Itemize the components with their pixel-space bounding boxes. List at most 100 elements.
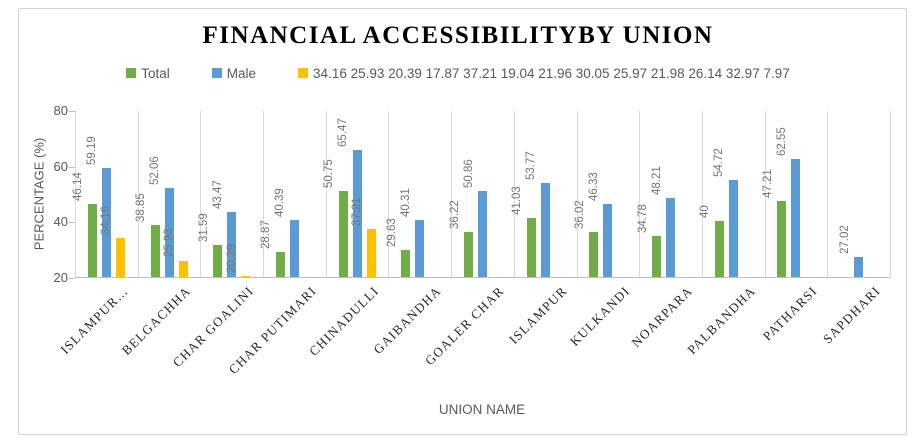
bar	[213, 244, 223, 277]
x-axis-title: UNION NAME	[438, 402, 526, 417]
bar	[115, 237, 125, 277]
y-tick-label: 40	[53, 214, 68, 230]
bar-data-label: 40	[699, 205, 712, 219]
category-gridline	[576, 111, 578, 278]
bar-data-label: 50.75	[323, 159, 336, 189]
bar	[728, 180, 738, 277]
legend-swatch-third-series	[298, 68, 309, 78]
bar	[366, 229, 376, 277]
bar-data-label: 54.72	[713, 148, 726, 178]
bar-data-label: 28.87	[260, 220, 273, 250]
bar	[603, 203, 613, 277]
bar-data-label: 20.39	[225, 244, 238, 273]
category-label: NOARPARA	[628, 283, 696, 351]
bar-data-label: 52.06	[149, 155, 162, 185]
bar-data-label: 48.21	[650, 166, 663, 196]
category-gridline	[137, 111, 139, 278]
category-gridline	[827, 111, 829, 278]
category-gridline	[890, 111, 891, 278]
bar-data-label: 37.21	[351, 197, 364, 227]
bar	[401, 250, 411, 277]
legend-item-total: Total	[126, 66, 170, 81]
category-gridline	[388, 111, 390, 278]
bar-data-label: 34.16	[100, 205, 113, 235]
bar	[652, 235, 662, 277]
bar-data-label: 36.02	[573, 200, 586, 230]
bar	[352, 150, 362, 277]
bar-data-label: 25.93	[163, 228, 176, 258]
category-label: ISLAMPUR	[505, 283, 570, 347]
bar-data-label: 59.19	[86, 136, 99, 165]
category-label: KULKANDI	[566, 283, 633, 349]
bar	[227, 211, 237, 277]
bar	[791, 158, 801, 277]
bar-data-label: 36.22	[448, 200, 461, 229]
y-tick-label: 60	[53, 158, 68, 174]
bar-data-label: 29.63	[385, 218, 398, 248]
category-gridline	[451, 111, 453, 278]
y-tick-label: 20	[53, 270, 68, 285]
bar-data-label: 53.77	[525, 151, 538, 180]
bar-data-label: 40.31	[399, 188, 412, 218]
y-tick-label: 80	[53, 103, 68, 118]
bar	[854, 257, 864, 277]
legend-item-male: Male	[211, 65, 257, 81]
bar	[478, 191, 487, 277]
bar	[464, 231, 473, 277]
category-gridline	[764, 111, 766, 278]
y-axis-tick	[69, 166, 75, 168]
bar-data-label: 38.85	[135, 192, 148, 222]
y-axis-tick	[69, 222, 75, 224]
category-gridline	[701, 111, 703, 278]
bar	[178, 260, 188, 277]
bar-data-label: 27.02	[838, 225, 851, 255]
category-gridline	[325, 111, 327, 278]
bar-data-label: 46.33	[587, 171, 600, 201]
bar	[714, 221, 724, 277]
bar	[526, 218, 536, 277]
category-gridline	[639, 111, 641, 278]
bar	[275, 252, 285, 277]
bar	[101, 167, 111, 277]
bar-data-label: 65.47	[337, 118, 350, 148]
category-gridline	[200, 111, 202, 278]
bar-data-label: 46.14	[72, 172, 85, 202]
bar-data-label: 62.55	[775, 126, 788, 156]
y-axis-title: PERCENTAGE (%)	[31, 137, 47, 251]
legend-swatch-total	[126, 68, 137, 78]
bar	[164, 187, 174, 277]
bar-data-label: 40.39	[274, 188, 287, 218]
bar	[589, 232, 599, 277]
bar-data-label: 47.21	[761, 169, 774, 199]
chart-title: FINANCIAL ACCESSIBILITYBY UNION	[202, 22, 714, 49]
category-gridline	[263, 111, 265, 278]
bar-data-label: 50.86	[462, 159, 475, 189]
category-gridline	[513, 111, 515, 278]
bar-data-label: 41.03	[511, 186, 524, 216]
x-axis-line	[75, 277, 890, 278]
legend-label-third-series: 34.16 25.93 20.39 17.87 37.21 19.04 21.9…	[313, 65, 790, 81]
y-axis-tick	[69, 278, 75, 279]
legend: Total Male 34.16 25.93 20.39 17.87 37.21…	[0, 64, 916, 82]
bar	[150, 224, 160, 277]
bar-data-label: 43.47	[211, 179, 224, 209]
category-label: SAPDHARI	[819, 283, 884, 347]
y-axis-line	[75, 111, 76, 278]
category-label: PATHARSI	[760, 283, 821, 344]
bar	[87, 204, 97, 277]
legend-label-male: Male	[226, 65, 257, 81]
legend-swatch-male	[211, 68, 222, 78]
plot-area: 46.14 38.85 31.59 28.87 50.75 29.63 36.22 41.03…	[69, 111, 891, 279]
bar	[415, 220, 425, 277]
bar	[777, 201, 787, 277]
bar-data-label: 34.78	[636, 204, 649, 233]
legend-item-third-series: 34.16 25.93 20.39 17.87 37.21 19.04 21.9…	[298, 66, 790, 81]
bar	[241, 275, 251, 277]
bar	[540, 183, 550, 277]
y-axis-tick	[69, 111, 75, 112]
legend-label-total: Total	[141, 65, 170, 81]
bar	[338, 191, 348, 277]
bar-data-label: 31.59	[197, 212, 210, 242]
bar	[289, 220, 299, 277]
bar	[666, 198, 676, 277]
